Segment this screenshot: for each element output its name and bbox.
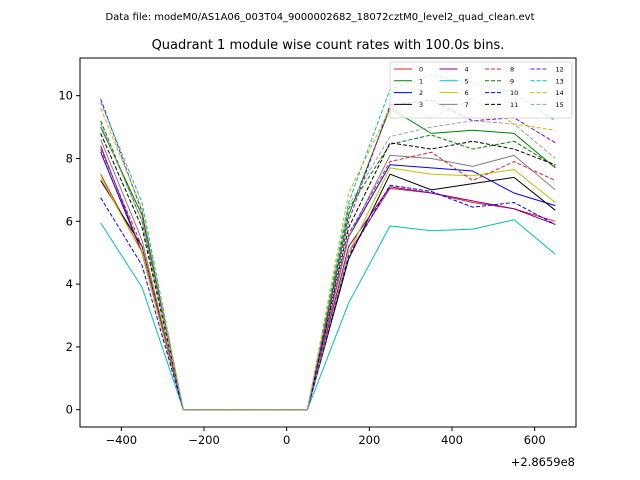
legend-label-11: 11 — [510, 101, 518, 109]
legend-label-6: 6 — [465, 89, 469, 97]
legend-label-3: 3 — [419, 101, 423, 109]
series-line-10 — [100, 184, 556, 411]
legend-label-0: 0 — [419, 66, 423, 74]
x-tick-label: 600 — [524, 433, 546, 447]
legend-label-15: 15 — [556, 101, 564, 109]
x-tick-label: −200 — [188, 433, 220, 447]
x-tick-label: 200 — [358, 433, 380, 447]
y-tick-label: 2 — [66, 340, 73, 354]
y-tick-label: 8 — [66, 151, 73, 165]
y-tick-label: 6 — [66, 214, 73, 228]
series-line-5 — [100, 219, 556, 411]
legend-label-14: 14 — [556, 89, 564, 97]
legend-label-12: 12 — [556, 66, 564, 74]
legend-label-1: 1 — [419, 77, 423, 85]
y-tick-label: 10 — [58, 89, 73, 103]
suptitle: Data file: modeM0/AS1A06_003T04_90000026… — [105, 12, 534, 23]
legend-frame — [389, 61, 573, 119]
legend-label-5: 5 — [465, 77, 469, 85]
legend-label-9: 9 — [510, 77, 514, 85]
legend-label-7: 7 — [465, 101, 469, 109]
axes-frame — [79, 57, 577, 428]
legend-label-4: 4 — [465, 66, 469, 74]
x-tick-label: −400 — [106, 433, 138, 447]
legend-label-13: 13 — [556, 77, 564, 85]
x-tick-label: 400 — [441, 433, 463, 447]
chart-title: Quadrant 1 module wise count rates with … — [152, 38, 505, 53]
y-tick-label: 0 — [66, 403, 73, 417]
series-line-15 — [100, 120, 556, 411]
legend-label-10: 10 — [510, 89, 518, 97]
x-tick-label: 0 — [283, 433, 290, 447]
legend-label-8: 8 — [510, 66, 514, 74]
x-offset-label: +2.8659e8 — [511, 455, 575, 469]
y-tick-label: 4 — [66, 277, 73, 291]
series-line-8 — [100, 148, 556, 411]
legend-label-2: 2 — [419, 89, 423, 97]
